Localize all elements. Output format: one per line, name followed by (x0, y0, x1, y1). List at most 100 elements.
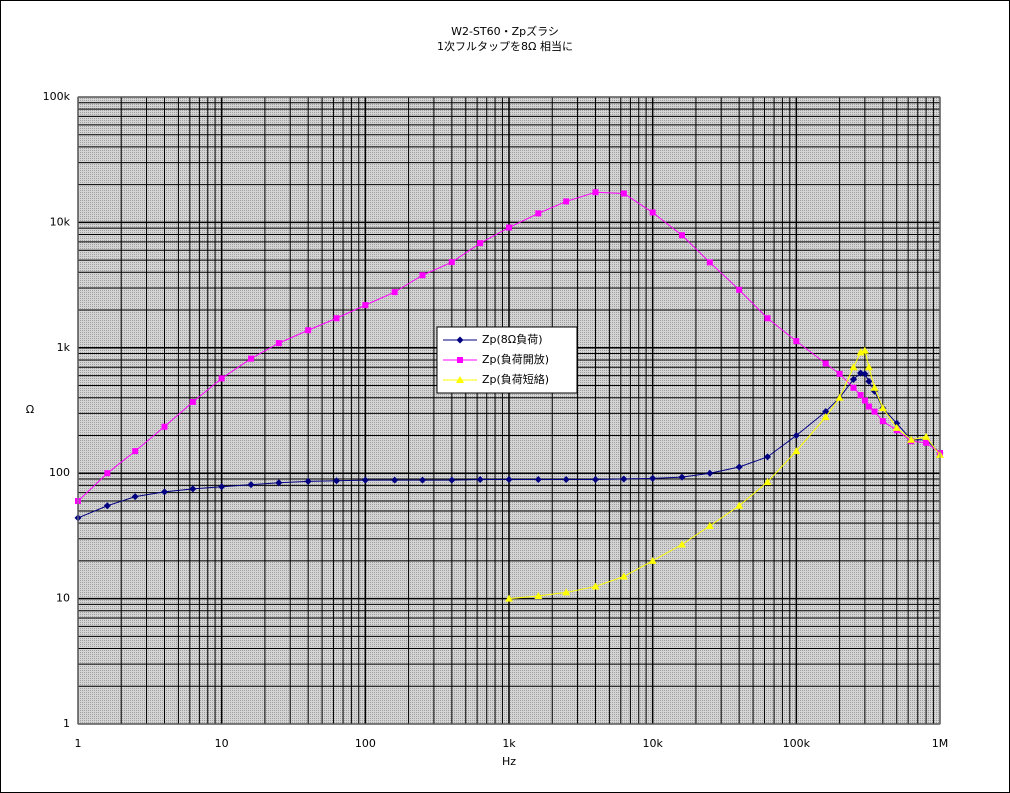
y-tick-label: 100 (49, 466, 70, 479)
point (865, 377, 873, 385)
point (923, 439, 930, 446)
point (821, 413, 830, 421)
point (189, 398, 196, 405)
point (706, 469, 714, 477)
chart-title: W2-ST60・Zpズラシ (451, 24, 559, 38)
point (677, 540, 686, 548)
point (860, 346, 869, 354)
point (160, 488, 168, 496)
point (922, 432, 931, 440)
point (103, 502, 111, 510)
point (535, 210, 542, 217)
point (562, 588, 571, 596)
point (835, 393, 844, 401)
y-axis-label: Ω (26, 403, 34, 416)
point (456, 336, 464, 344)
point (419, 272, 426, 279)
point (879, 418, 886, 425)
point (391, 289, 398, 296)
x-tick-label: 100k (783, 737, 811, 750)
legend-label: Zp(8Ω負荷) (482, 333, 543, 346)
point (736, 286, 743, 293)
point (705, 521, 714, 529)
point (822, 408, 830, 416)
point (822, 360, 829, 367)
point (706, 259, 713, 266)
legend: Zp(8Ω負荷) Zp(負荷開放) Zp(負荷短絡) (436, 326, 578, 394)
point (861, 397, 868, 404)
point (391, 476, 399, 484)
point (563, 198, 570, 205)
point (562, 476, 570, 484)
point (534, 476, 542, 484)
point (850, 375, 858, 383)
point (620, 475, 628, 483)
point (591, 582, 600, 590)
point (865, 403, 872, 410)
point (857, 392, 864, 399)
point (305, 327, 312, 334)
point (333, 477, 341, 485)
point (871, 408, 878, 415)
point (448, 476, 456, 484)
point (132, 448, 139, 455)
point (161, 423, 168, 430)
point (505, 476, 513, 484)
point (649, 209, 656, 216)
y-tick-label: 100k (43, 90, 71, 103)
point (247, 355, 254, 362)
point (836, 370, 843, 377)
x-tick-label: 10k (642, 737, 663, 750)
y-tick-label: 1 (63, 717, 70, 730)
point (591, 476, 599, 484)
point (247, 481, 255, 489)
point (131, 493, 139, 501)
point (907, 435, 916, 443)
x-tick-label: 1k (502, 737, 516, 750)
point (849, 363, 858, 371)
point (649, 474, 657, 482)
point (534, 591, 543, 599)
point (850, 384, 857, 391)
point (678, 473, 686, 481)
point (362, 302, 369, 309)
x-tick-label: 1 (75, 737, 82, 750)
point (892, 423, 901, 431)
point (505, 594, 513, 602)
legend-label: Zp(負荷開放) (482, 352, 549, 366)
x-tick-label: 10 (215, 737, 229, 750)
point (361, 476, 369, 484)
point (419, 476, 427, 484)
point (648, 556, 657, 564)
point (477, 240, 484, 247)
point (104, 470, 111, 477)
point (620, 190, 627, 197)
point (457, 357, 463, 363)
point (735, 501, 744, 509)
point (870, 383, 879, 391)
point (764, 453, 772, 461)
point (476, 476, 484, 484)
y-tick-label: 1k (57, 341, 71, 354)
point (275, 479, 283, 487)
y-tick-label: 10 (56, 592, 70, 605)
x-axis-label: Hz (502, 755, 516, 768)
point (304, 477, 312, 485)
point (218, 483, 226, 491)
point (218, 375, 225, 382)
point (448, 259, 455, 266)
point (678, 232, 685, 239)
chart-subtitle: 1次フルタップを8Ω 相当に (437, 39, 573, 53)
point (793, 338, 800, 345)
point (456, 376, 464, 383)
point (592, 189, 599, 196)
point (763, 478, 772, 486)
point (275, 340, 282, 347)
point (189, 485, 197, 493)
point (864, 363, 873, 371)
point (735, 463, 743, 471)
point (764, 315, 771, 322)
point (619, 572, 628, 580)
plot-border (77, 96, 941, 725)
